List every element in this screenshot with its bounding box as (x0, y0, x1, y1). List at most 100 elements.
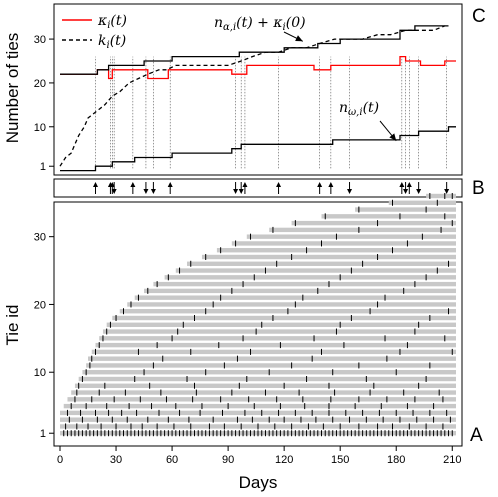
event-arrow-down (238, 182, 244, 194)
panel-b-frame (53, 178, 463, 198)
panel-a-tie-events (63, 193, 453, 437)
tie-bar-20 (127, 302, 456, 307)
annotation-n-omega-label: nω,i(t) (339, 100, 379, 118)
arrow-head (130, 182, 136, 187)
event-arrow-up (242, 182, 248, 194)
arrow-head (233, 189, 239, 194)
arrow-head (238, 189, 244, 194)
x-tick-label: 120 (275, 454, 293, 466)
arrow-head (389, 133, 397, 141)
series-line-2 (60, 25, 449, 75)
event-arrow-up (328, 182, 334, 194)
tie-bar-36 (426, 193, 456, 199)
tie-bar-18 (112, 315, 457, 321)
arrow-head (242, 182, 248, 187)
y-tick-label: 20 (34, 299, 46, 311)
tie-bar-13 (91, 349, 457, 355)
tie-bar-21 (134, 295, 456, 300)
panel-a-tie-bars (60, 193, 457, 436)
tie-bar-32 (291, 220, 456, 226)
tie-bar-3 (60, 417, 456, 422)
x-tick-label: 60 (166, 454, 178, 466)
arrow-head (143, 189, 149, 194)
x-tick-label: 150 (331, 454, 349, 466)
arrow-head (109, 182, 115, 187)
event-arrow-down (444, 182, 450, 194)
tie-bar-6 (67, 397, 457, 402)
arrow-head (111, 189, 117, 194)
x-tick-label: 90 (222, 454, 234, 466)
tie-bar-33 (321, 214, 456, 219)
panel-b-event-arrows (92, 182, 450, 194)
tie-bar-16 (102, 329, 456, 334)
tie-bar-14 (95, 342, 456, 348)
tie-bar-4 (60, 410, 456, 416)
event-arrow-up (130, 182, 136, 194)
tie-bar-22 (144, 288, 456, 294)
event-arrow-up (92, 182, 98, 194)
event-arrow-down (403, 182, 409, 194)
arrow-head (444, 189, 450, 194)
tie-bar-5 (63, 403, 457, 409)
event-arrow-up (406, 182, 412, 194)
y-tick-label: 10 (34, 367, 46, 379)
tie-bar-35 (388, 200, 456, 205)
event-arrow-down (143, 182, 149, 194)
tie-bar-25 (175, 268, 456, 273)
event-arrow-up (399, 182, 405, 194)
tie-bar-11 (86, 363, 456, 368)
arrow-head (317, 182, 323, 187)
arrow-head (399, 182, 405, 187)
y-tick-label: 20 (34, 78, 46, 90)
panel-a-y-axis-title: Tie id (3, 305, 22, 346)
panel-a-frame (53, 201, 463, 447)
event-arrow-down (150, 182, 156, 194)
arrow-head (347, 189, 353, 194)
tie-bar-26 (187, 261, 457, 266)
y-tick-label: 1 (40, 161, 46, 173)
tie-bar-9 (78, 376, 456, 382)
series-line-0 (60, 55, 456, 80)
y-tick-label: 10 (34, 122, 46, 134)
series-line-3 (60, 126, 456, 172)
event-arrow-down (233, 182, 239, 194)
event-arrow-down (416, 182, 422, 194)
arrow-head (406, 182, 412, 187)
annotation-n-alpha: nα,i(t) + κi(0) (214, 15, 306, 42)
annotation-n-alpha-arrow (283, 31, 304, 42)
arrow-head (328, 182, 334, 187)
y-tick-label: 30 (34, 232, 46, 244)
panel-c-legend: κi(t) ki(t) (62, 13, 127, 51)
panel-c-series (59, 25, 456, 172)
panel-c: 1 10 20 30 Number of ties κi(t) ki(t) nα,i(… (3, 3, 486, 176)
panel-a-x-axis-title: Days (239, 473, 278, 492)
tie-bar-29 (231, 241, 456, 246)
y-tick-label: 30 (34, 34, 46, 46)
arrow-head (416, 189, 422, 194)
event-arrow-up (167, 182, 173, 194)
event-arrow-down (347, 182, 353, 194)
tie-bar-24 (164, 275, 457, 280)
tie-bar-7 (71, 390, 456, 395)
x-tick-label: 30 (110, 454, 122, 466)
annotation-n-omega-arrow (379, 120, 397, 142)
y-tick-label: 1 (40, 428, 46, 440)
tie-bar-17 (106, 322, 456, 327)
panel-b: B (53, 178, 485, 199)
panel-c-y-axis-title: Number of ties (3, 33, 22, 144)
panel-c-frame (53, 3, 463, 176)
tie-bar-27 (201, 254, 456, 260)
legend-label-kappa: κi(t) (97, 13, 127, 31)
tie-bar-23 (153, 281, 456, 287)
arrow-head (150, 189, 156, 194)
panel-b-letter: B (472, 178, 485, 199)
arrow-head (403, 189, 409, 194)
annotation-n-alpha-label: nα,i(t) + κi(0) (214, 15, 306, 33)
event-arrow-up (317, 182, 323, 194)
panel-a-y-axis: 1 10 20 30 (34, 232, 54, 440)
arrow-head (276, 182, 282, 187)
panel-a-x-axis: 0 30 60 90 120 150 180 210 (57, 446, 461, 466)
event-arrow-down (111, 182, 117, 194)
arrow-head (167, 182, 173, 187)
